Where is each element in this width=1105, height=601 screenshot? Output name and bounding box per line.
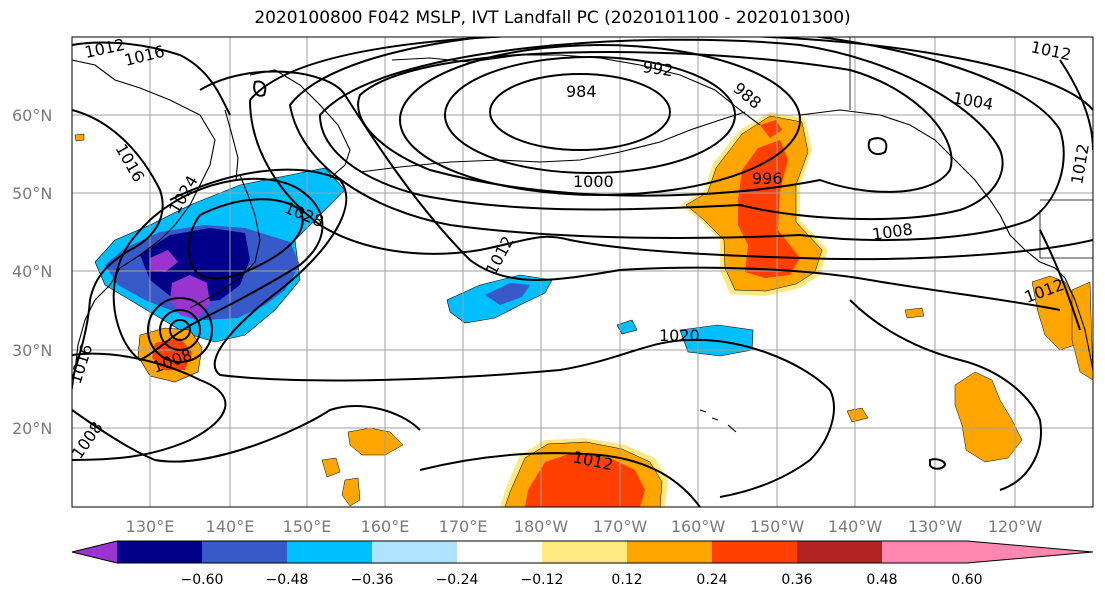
hawaii-islands (699, 409, 737, 433)
colorbar-extend-high (967, 541, 1093, 563)
colorbar-tick-label: 0.36 (781, 572, 812, 588)
colorbar-tick-label: −0.60 (181, 572, 224, 588)
lon-label: 120°W (988, 517, 1043, 536)
ivt-pos-small-3 (341, 477, 361, 507)
contour-1012-south (419, 452, 701, 507)
colorbar-tick-label: 0.24 (696, 572, 727, 588)
contour-label: 996 (752, 169, 783, 188)
ivt-pos-small-5 (904, 307, 925, 319)
mslp-contours (72, 37, 1093, 507)
lon-label: 170°W (593, 517, 648, 536)
colorbar-swatch (542, 541, 627, 563)
contour-label: 1000 (573, 172, 614, 191)
colorbar-swatch (882, 541, 967, 563)
contour-988 (444, 56, 736, 174)
ivt-shading-layer (74, 112, 1093, 507)
colorbar-tick-label: −0.48 (266, 572, 309, 588)
contour-high-eastern (929, 458, 947, 470)
lat-label-20n: 20°N (12, 419, 52, 438)
contour-1012 (199, 70, 1061, 311)
colorbar-swatch (372, 541, 457, 563)
na-west-coast (799, 109, 1093, 371)
lon-label: 140°E (206, 517, 255, 536)
lon-label: 140°W (828, 517, 883, 536)
lon-label: 130°W (908, 517, 963, 536)
ivt-pos-small-2 (321, 457, 341, 478)
asia-coast (72, 59, 216, 391)
colorbar-tick-labels: −0.60 −0.48 −0.36 −0.24 −0.12 0.12 0.24 … (181, 572, 983, 588)
contour-1016-northwest (72, 41, 231, 116)
map-title: 2020100800 F042 MSLP, IVT Landfall PC (2… (254, 8, 851, 28)
colorbar-swatch (202, 541, 287, 563)
colorbar-tick-label: 0.48 (866, 572, 897, 588)
lon-label: 150°E (283, 517, 332, 536)
colorbar-outline (71, 540, 1094, 564)
lat-label-30n: 30°N (12, 341, 52, 360)
colorbar-tick-label: 0.60 (951, 572, 982, 588)
contour-984 (489, 73, 671, 151)
contour-1004 (288, 37, 1065, 241)
map-frame (71, 36, 1094, 508)
ivt-pos-red-alaska (738, 140, 800, 278)
lat-label-50n: 50°N (12, 184, 52, 203)
canada-border (849, 37, 1093, 259)
longitude-labels: 130°E 140°E 150°E 160°E 170°E 180°W 170°… (126, 517, 1043, 536)
aleutians (359, 111, 746, 173)
contour-label: 1020 (659, 326, 700, 345)
contour-low-1008-a (169, 319, 191, 341)
contour-1028 (187, 198, 304, 280)
contour-1016-west (72, 109, 164, 381)
contour-label: 984 (566, 82, 597, 101)
colorbar-tick-label: −0.12 (521, 572, 564, 588)
contour-1020 (72, 168, 835, 498)
colorbar-extend-low (72, 541, 117, 563)
lon-label: 160°E (361, 517, 410, 536)
colorbar-swatch (797, 541, 882, 563)
lat-label-40n: 40°N (12, 262, 52, 281)
contour-small-2 (253, 80, 267, 97)
colorbar-swatch (287, 541, 372, 563)
ivt-neg-core-japan (170, 275, 210, 320)
ivt-pos-small-6 (74, 133, 85, 142)
ivt-pos-red-south (525, 452, 645, 507)
colorbar-tick-label: 0.12 (611, 572, 642, 588)
lon-label: 160°W (671, 517, 726, 536)
lat-label-60n: 60°N (12, 106, 52, 125)
japan-islands (189, 174, 261, 309)
ivt-neg-dark-japan (140, 228, 250, 303)
lon-label: 130°E (126, 517, 175, 536)
contour-1008 (249, 37, 1093, 261)
colorbar-tick-label: −0.24 (436, 572, 479, 588)
contour-small-1 (867, 137, 888, 156)
ivt-neg-small-japan (150, 250, 178, 272)
lon-label: 170°E (439, 517, 488, 536)
contour-low-1008-c (147, 297, 213, 363)
ivt-pos-small-4 (846, 407, 869, 423)
lon-label: 150°W (750, 517, 805, 536)
contour-1024 (112, 177, 324, 362)
graticule (72, 37, 1093, 507)
latitude-labels: 60°N 50°N 40°N 30°N 20°N (12, 106, 52, 438)
sakhalin-coast (224, 109, 239, 181)
contour-1016-south (72, 352, 227, 461)
ivt-pos-small-1 (347, 427, 404, 456)
colorbar-tick-label: −0.36 (351, 572, 394, 588)
contour-label: 992 (641, 57, 674, 80)
contour-1020-east (849, 299, 1042, 491)
contour-996 (357, 51, 953, 197)
map-panel: 1012 1016 1016 1024 1028 1016 1008 1008 … (71, 36, 1094, 508)
colorbar-swatch (627, 541, 712, 563)
contour-low-1008-b (159, 309, 201, 351)
colorbar: −0.60 −0.48 −0.36 −0.24 −0.12 0.12 0.24 … (71, 540, 1094, 588)
ivt-neg-mid-central (485, 283, 530, 305)
colorbar-swatch (712, 541, 797, 563)
lon-label: 180°W (514, 517, 569, 536)
colorbar-swatch (117, 541, 202, 563)
contour-1000 (318, 38, 1004, 221)
colorbar-swatch (457, 541, 542, 563)
